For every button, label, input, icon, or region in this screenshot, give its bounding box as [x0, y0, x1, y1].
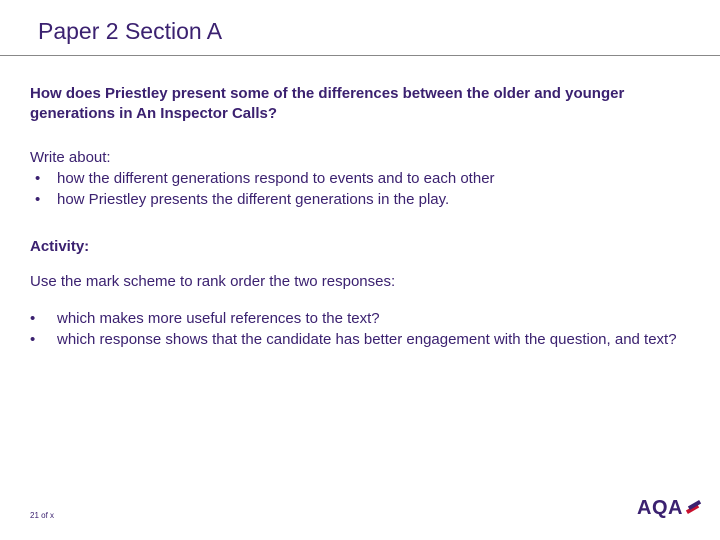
activity-instruction: Use the mark scheme to rank order the tw… [30, 273, 690, 290]
footer: 21 of x AQA [30, 497, 700, 520]
list-item: •how the different generations respond t… [30, 168, 690, 189]
page-number: 21 of x [30, 511, 54, 520]
bullet-text: which response shows that the candidate … [57, 329, 690, 350]
logo-text: AQA [637, 497, 683, 520]
write-about-list: •how the different generations respond t… [30, 168, 690, 210]
page-title: Paper 2 Section A [38, 18, 720, 45]
bullet-text: how Priestley presents the different gen… [57, 191, 449, 208]
header: Paper 2 Section A [0, 0, 720, 56]
aqa-logo: AQA [637, 497, 700, 520]
exam-question: How does Priestley present some of the d… [30, 84, 690, 125]
activity-label: Activity: [30, 238, 690, 255]
activity-list: •which makes more useful references to t… [30, 308, 690, 350]
bullet-text: which makes more useful references to th… [57, 308, 690, 329]
logo-mark-icon [686, 501, 700, 515]
write-about-label: Write about: [30, 149, 690, 166]
list-item: •which response shows that the candidate… [30, 329, 690, 350]
list-item: •which makes more useful references to t… [30, 308, 690, 329]
bullet-text: how the different generations respond to… [57, 170, 495, 187]
list-item: •how Priestley presents the different ge… [30, 189, 690, 210]
content-area: How does Priestley present some of the d… [0, 84, 720, 350]
